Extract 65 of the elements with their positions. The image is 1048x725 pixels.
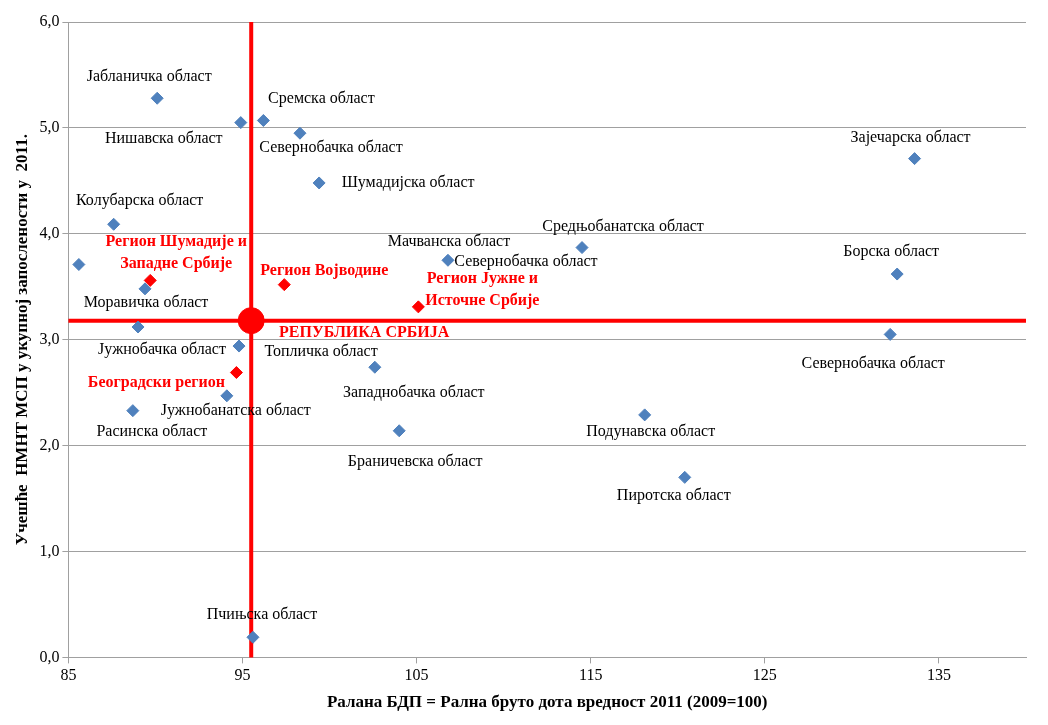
point [229,366,243,380]
annotation: Браничевска област [347,451,483,470]
point [638,408,652,422]
y-tick-label: 1,0 [39,541,60,559]
point [890,267,904,281]
annotation: Регион Шумадије и Западне Србије [105,231,247,272]
point [678,470,692,484]
point [72,258,86,272]
annotation: Јужнобачка област [98,340,226,359]
x-tick-label: 115 [579,666,603,684]
point [411,300,425,314]
annotation: Средњобанатска област [542,216,704,235]
point [312,176,326,190]
x-tick-label: 105 [404,666,429,684]
annotation: Сремска област [268,88,375,107]
x-tick-label: 85 [60,666,77,684]
annotation: Севернобачка област [259,138,403,157]
point [237,307,265,335]
x-axis-title: Ралана БДП = Рална бруто дота вредност 2011 (2009=100) [326,692,768,712]
annotation: РЕПУБЛИКА СРБИЈА [279,322,450,340]
annotation: Зајечарска област [850,127,971,146]
annotation: Западнобачка област [343,383,485,402]
point [293,126,307,140]
y-tick-label: 6,0 [39,12,60,30]
annotation: Пиротска област [616,485,731,504]
point [368,360,382,374]
annotation: Београдски регион [87,372,226,391]
x-tick-label: 95 [234,666,251,684]
y-tick-label: 0,0 [39,647,60,665]
point [150,91,164,105]
annotation: Мачванска област [387,232,511,250]
annotation: Колубарска област [76,191,204,210]
point [143,273,157,287]
annotation: Подунавска област [586,422,716,441]
y-axis-title: Учешће НМНТ МСП у укупној запослености у 2011. [11,134,31,546]
x-tick-label: 135 [926,666,951,684]
point [277,278,291,292]
point [234,116,248,130]
annotation: Моравичка област [83,293,209,312]
point [246,630,260,644]
point [126,404,140,418]
point [256,113,270,127]
point [441,253,455,267]
y-tick-label: 5,0 [39,118,60,136]
annotation: Нишавска област [104,128,223,146]
annotation: Регион Јужне и Источне Србије [425,269,540,310]
point [131,320,145,334]
annotation: Регион Војводине [260,260,389,279]
point [107,217,121,231]
annotation: Шумадијска област [341,173,475,192]
annotation: Јабланичка област [86,67,212,85]
annotation: Топличка област [264,342,378,360]
annotation: Борска област [843,242,940,261]
y-tick-label: 3,0 [39,329,60,347]
point [138,282,152,296]
point [232,339,246,353]
y-tick-label: 4,0 [39,224,60,241]
annotation: Севернобачка област [801,353,945,372]
y-tick-label: 2,0 [39,435,60,453]
point [908,152,922,166]
point [883,327,897,341]
annotation: Севернобачка област [454,252,598,271]
annotation: Расинска област [96,421,208,439]
x-tick-label: 125 [752,666,777,684]
point [392,424,406,438]
